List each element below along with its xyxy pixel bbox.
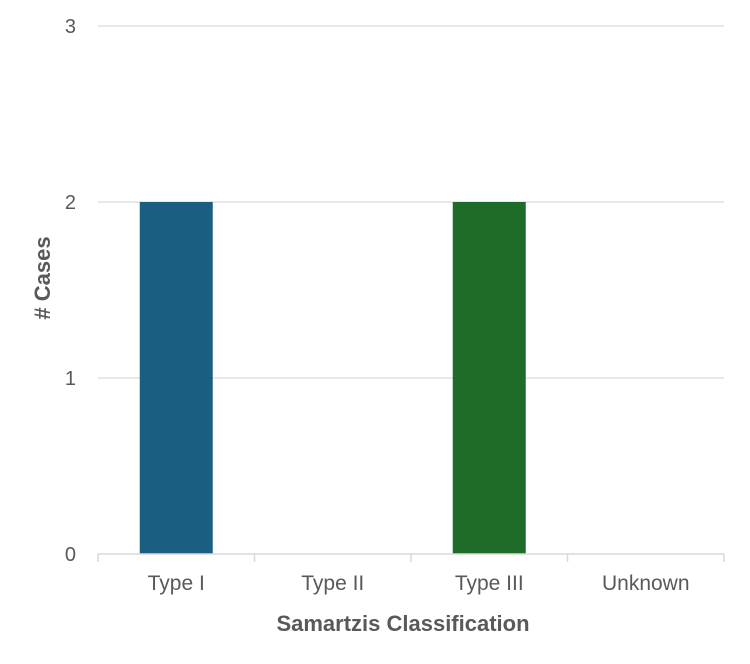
y-tick-label: 2 <box>65 192 76 214</box>
y-tick-label: 0 <box>65 544 76 566</box>
y-tick-labels: 0 1 2 3 <box>65 16 76 566</box>
x-tick-label: Type I <box>148 572 205 595</box>
x-tick-labels: Type I Type II Type III Unknown <box>148 572 690 595</box>
y-tick-label: 1 <box>65 368 76 390</box>
x-axis <box>97 553 725 562</box>
y-axis-title: # Cases <box>30 236 55 319</box>
bar-type-i <box>139 202 213 554</box>
x-tick-label: Type III <box>455 572 524 595</box>
x-axis-title: Samartzis Classification <box>276 611 529 636</box>
y-tick-label: 3 <box>65 16 76 38</box>
bar-type-iii <box>452 202 526 554</box>
x-tick-label: Type II <box>301 572 364 595</box>
x-tick-label: Unknown <box>602 572 690 595</box>
bars <box>139 202 526 554</box>
